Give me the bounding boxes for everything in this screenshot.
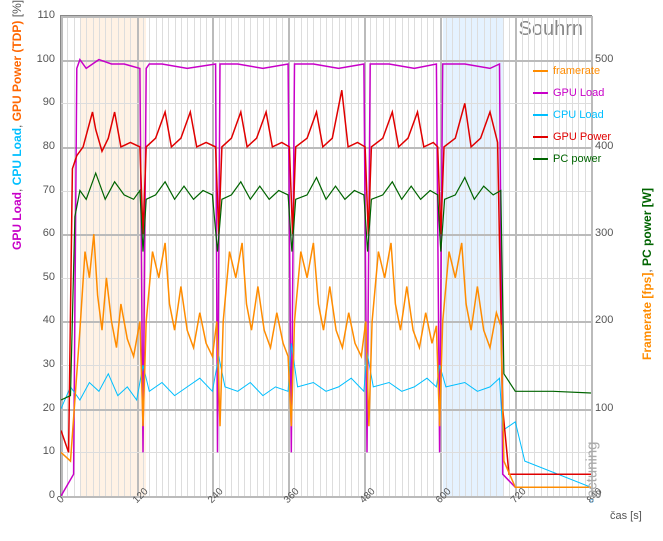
tick-right: 100	[595, 402, 625, 414]
series-gpu_power	[61, 90, 591, 474]
tick-left: 70	[30, 184, 55, 196]
tick-left: 20	[30, 402, 55, 414]
legend-item: GPU Load	[533, 82, 611, 104]
watermark-logo: ◦pctuning	[583, 441, 600, 503]
legend-item: PC power	[533, 148, 611, 170]
legend: framerateGPU LoadCPU LoadGPU PowerPC pow…	[533, 60, 611, 170]
tick-right: 300	[595, 227, 625, 239]
tick-left: 90	[30, 96, 55, 108]
tick-left: 30	[30, 358, 55, 370]
tick-right: 200	[595, 314, 625, 326]
tick-left: 50	[30, 271, 55, 283]
plot-svg	[61, 16, 591, 496]
plot-area	[60, 15, 592, 497]
tick-left: 60	[30, 227, 55, 239]
tick-left: 10	[30, 445, 55, 457]
right-axis-label: Framerate [fps], PC power [W]	[640, 188, 654, 360]
legend-item: GPU Power	[533, 126, 611, 148]
legend-item: CPU Load	[533, 104, 611, 126]
legend-item: framerate	[533, 60, 611, 82]
series-framerate	[61, 234, 591, 487]
tick-left: 80	[30, 140, 55, 152]
tick-left: 40	[30, 314, 55, 326]
left-axis-label: GPU Load, CPU Load, GPU Power (TDP) [%]	[10, 0, 24, 250]
tick-left: 110	[30, 9, 55, 21]
tick-left: 0	[30, 489, 55, 501]
tick-left: 100	[30, 53, 55, 65]
chart-container: Souhrn 0102030405060708090100110 0100200…	[0, 0, 663, 541]
series-gpu_load	[61, 60, 591, 496]
x-axis-label: čas [s]	[610, 510, 642, 522]
